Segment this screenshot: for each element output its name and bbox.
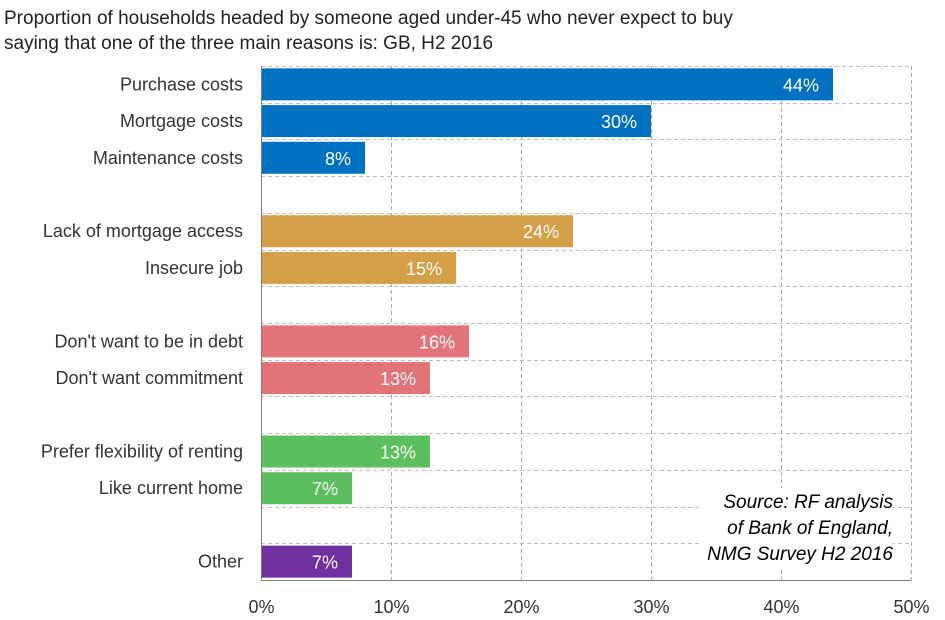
source-note-line-1: Source: RF analysis xyxy=(723,492,893,513)
bar xyxy=(262,325,469,358)
data-label: 13% xyxy=(380,443,416,463)
data-label: 30% xyxy=(601,112,637,132)
chart-title: Proportion of households headed by someo… xyxy=(4,6,939,56)
bar xyxy=(262,215,573,248)
data-label: 16% xyxy=(419,332,455,352)
x-axis-ticks: 0% 10% 20% 30% 40% 50% xyxy=(248,597,929,617)
category-label: Purchase costs xyxy=(120,74,243,94)
source-note-line-2: of Bank of England, xyxy=(727,518,893,539)
chart-title-line-2: saying that one of the three main reason… xyxy=(4,33,494,54)
bar xyxy=(262,105,651,138)
bar xyxy=(262,362,430,395)
bar xyxy=(262,68,833,101)
data-label: 8% xyxy=(325,149,351,169)
category-label: Other xyxy=(198,552,243,572)
source-note-line-3: NMG Survey H2 2016 xyxy=(707,544,893,565)
data-label: 7% xyxy=(312,553,338,573)
data-label: 13% xyxy=(380,369,416,389)
x-tick-label: 10% xyxy=(373,597,409,617)
data-label: 24% xyxy=(523,222,559,242)
chart-title-line-1: Proportion of households headed by someo… xyxy=(4,8,733,29)
data-label: 7% xyxy=(312,479,338,499)
data-labels: 44%30%8%24%15%16%13%13%7%7% xyxy=(312,75,819,572)
bar xyxy=(262,472,352,505)
category-label: Insecure job xyxy=(145,258,243,278)
x-tick-label: 30% xyxy=(633,597,669,617)
bar xyxy=(262,435,430,468)
grid xyxy=(261,66,912,581)
category-label: Lack of mortgage access xyxy=(43,221,243,241)
bar xyxy=(262,545,352,578)
category-label: Don't want commitment xyxy=(56,368,244,388)
category-labels: Purchase costs Mortgage costs Maintenance … xyxy=(41,74,243,571)
category-label: Mortgage costs xyxy=(120,111,243,131)
x-tick-label: 0% xyxy=(248,597,274,617)
x-tick-label: 40% xyxy=(763,597,799,617)
category-label: Don't want to be in debt xyxy=(54,331,243,351)
category-label: Prefer flexibility of renting xyxy=(41,442,243,462)
x-tick-label: 20% xyxy=(503,597,539,617)
x-tick-label: 50% xyxy=(893,597,929,617)
category-label: Like current home xyxy=(99,478,243,498)
source-note: Source: RF analysis of Bank of England, … xyxy=(701,488,893,570)
data-label: 15% xyxy=(406,259,442,279)
bar xyxy=(262,141,365,174)
bar xyxy=(262,251,456,284)
category-label: Maintenance costs xyxy=(93,148,243,168)
data-label: 44% xyxy=(783,75,819,95)
bars xyxy=(262,68,833,578)
